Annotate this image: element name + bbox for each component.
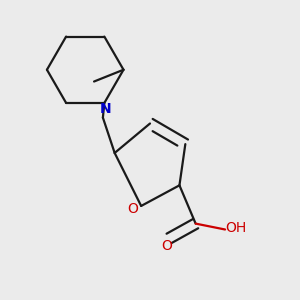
Text: O: O xyxy=(161,239,172,253)
Text: N: N xyxy=(100,102,112,116)
Text: O: O xyxy=(127,202,138,216)
Text: OH: OH xyxy=(225,221,246,235)
